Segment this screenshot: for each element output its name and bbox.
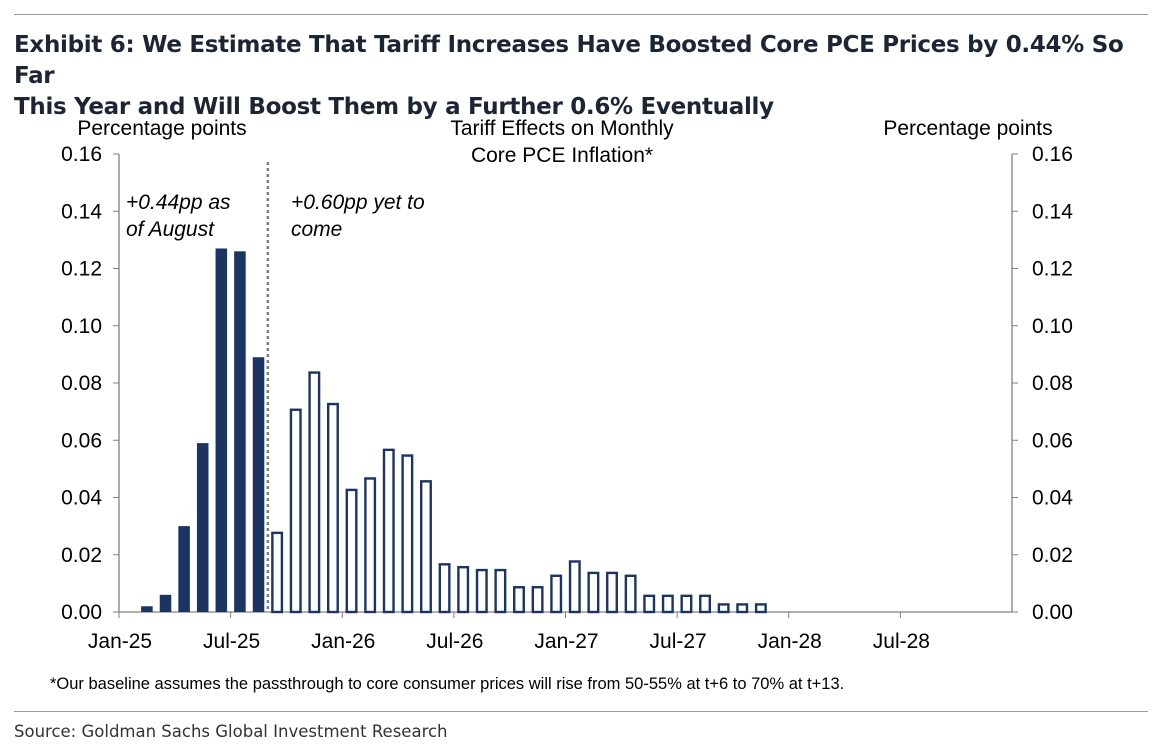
title-line-1: Exhibit 6: We Estimate That Tariff Incre… (14, 32, 1124, 89)
bar-remaining-Oct-25 (289, 408, 302, 614)
bar-remaining-Jan-27 (568, 560, 581, 614)
title-line-2: This Year and Will Boost Them by a Furth… (14, 94, 774, 120)
bar-chart: Percentage points Percentage points Tari… (50, 117, 1073, 693)
annotation-realized-2: of August (126, 218, 215, 241)
bar-remaining-Dec-26 (550, 574, 563, 614)
y-tick-label-left: 0.14 (61, 200, 102, 223)
bar-remaining-Nov-25 (308, 371, 321, 614)
y-tick-label-left: 0.06 (61, 429, 102, 452)
bar-remaining-Jul-26 (457, 566, 470, 614)
bar-realized-Jun-25 (215, 248, 228, 612)
y-tick-label-right: 0.04 (1032, 487, 1073, 510)
left-axis-label: Percentage points (77, 117, 246, 140)
bar-remaining-Nov-27 (754, 603, 767, 614)
y-tick-label-left: 0.08 (61, 372, 102, 395)
bar-remaining-May-27 (643, 594, 656, 614)
bar-remaining-Sep-26 (494, 568, 507, 614)
bar-realized-Mar-25 (159, 594, 172, 612)
bar-remaining-Oct-27 (736, 603, 749, 614)
y-tick-label-right: 0.12 (1032, 258, 1073, 281)
right-axis-label: Percentage points (883, 117, 1052, 140)
bar-remaining-Sep-25 (271, 531, 284, 614)
bar-realized-Feb-25 (141, 606, 153, 612)
source-note: Source: Goldman Sachs Global Investment … (14, 722, 448, 741)
bar-realized-Jul-25 (234, 251, 246, 612)
x-tick-label: Jul-27 (650, 630, 707, 653)
annotation-remaining-2: come (291, 218, 342, 241)
y-tick-label-left: 0.12 (61, 258, 102, 281)
x-tick-label: Jan-27 (534, 630, 598, 653)
bar-remaining-Jan-26 (345, 488, 358, 614)
y-tick-label-left: 0.04 (61, 487, 102, 510)
x-tick-label: Jul-26 (426, 630, 483, 653)
bar-remaining-Feb-27 (587, 571, 600, 614)
bottom-rule (14, 711, 1148, 712)
annotation-remaining-1: +0.60pp yet to (291, 191, 425, 214)
y-tick-label-left: 0.16 (61, 143, 102, 166)
bar-remaining-Aug-26 (475, 568, 488, 614)
y-tick-label-right: 0.06 (1032, 429, 1073, 452)
x-tick-label: Jan-26 (311, 630, 375, 653)
top-rule (14, 14, 1148, 15)
bar-remaining-Feb-26 (364, 477, 377, 614)
chart-title-line-1: Tariff Effects on Monthly (450, 117, 674, 140)
y-tick-label-right: 0.00 (1032, 601, 1073, 624)
annotation-realized-1: +0.44pp as (126, 191, 231, 214)
bar-remaining-Dec-25 (326, 402, 339, 614)
y-tick-label-right: 0.16 (1032, 143, 1073, 166)
y-tick-label-left: 0.10 (61, 315, 102, 338)
bar-remaining-Jun-27 (661, 594, 674, 614)
exhibit-title: Exhibit 6: We Estimate That Tariff Incre… (14, 30, 1160, 123)
bar-remaining-Oct-26 (513, 586, 525, 614)
footnote: *Our baseline assumes the passthrough to… (50, 675, 844, 693)
bar-remaining-Apr-26 (401, 454, 414, 614)
bar-remaining-Nov-26 (531, 586, 544, 614)
bar-remaining-Mar-27 (606, 571, 618, 614)
y-tick-label-right: 0.10 (1032, 315, 1073, 338)
x-tick-label: Jan-28 (758, 630, 822, 653)
bar-remaining-May-26 (420, 480, 432, 614)
bar-remaining-Jun-26 (438, 563, 451, 614)
bar-remaining-Jul-27 (680, 594, 693, 614)
bar-remaining-Apr-27 (624, 574, 637, 614)
bar-remaining-Sep-27 (717, 603, 730, 614)
y-tick-label-left: 0.02 (61, 544, 102, 567)
bar-remaining-Mar-26 (382, 448, 395, 614)
x-tick-label: Jan-25 (88, 630, 152, 653)
x-tick-label: Jul-28 (873, 630, 930, 653)
y-tick-label-right: 0.02 (1032, 544, 1073, 567)
y-tick-label-right: 0.14 (1032, 200, 1073, 223)
y-tick-label-right: 0.08 (1032, 372, 1073, 395)
bar-realized-Aug-25 (252, 357, 265, 612)
bar-realized-May-25 (196, 443, 209, 612)
chart-title-line-2: Core PCE Inflation* (471, 144, 653, 167)
bar-realized-Apr-25 (178, 526, 190, 612)
bar-remaining-Aug-27 (699, 594, 711, 614)
x-tick-label: Jul-25 (203, 630, 260, 653)
y-tick-label-left: 0.00 (61, 601, 102, 624)
